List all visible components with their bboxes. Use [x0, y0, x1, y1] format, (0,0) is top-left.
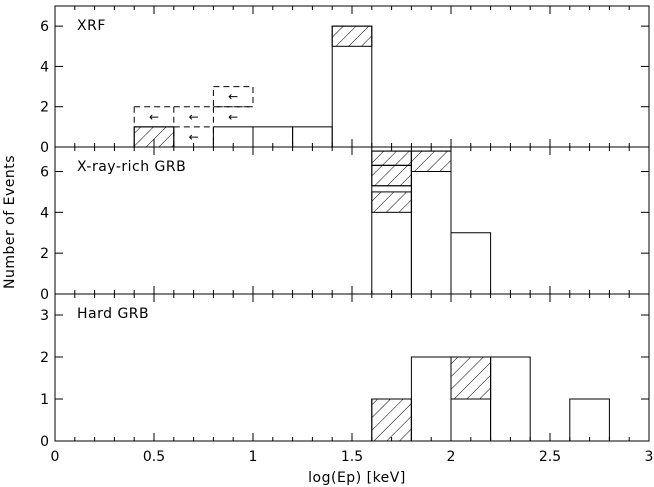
y-tick-label: 6	[40, 19, 49, 35]
x-tick-label: 2	[447, 449, 456, 465]
x-tick-label: 2.5	[539, 449, 561, 465]
hatched-bin	[371, 398, 412, 442]
y-tick-label: 3	[40, 308, 49, 324]
y-tick-label: 6	[40, 165, 49, 181]
hatched-bin	[371, 164, 412, 187]
upper-limit-arrow: ←	[149, 110, 159, 124]
x-tick-label: 3	[645, 449, 654, 465]
hatched-bin	[331, 25, 373, 47]
y-tick-label: 0	[40, 140, 49, 156]
hatched-bin	[410, 150, 452, 172]
x-tick-label: 1	[249, 449, 258, 465]
y-tick-label: 2	[40, 350, 49, 366]
y-tick-label: 2	[40, 246, 49, 262]
y-axis-label: Number of Events	[2, 155, 18, 289]
x-tick-label: 1.5	[341, 449, 363, 465]
histogram-bar	[450, 232, 492, 295]
hatched-bin	[450, 356, 492, 400]
y-tick-label: 4	[40, 59, 49, 75]
y-tick-label: 1	[40, 392, 49, 408]
panel-label: XRF	[77, 18, 106, 34]
hatched-bin	[371, 191, 412, 213]
y-tick-label: 0	[40, 434, 49, 450]
upper-limit-arrow: ←	[228, 110, 238, 124]
histogram-bar	[410, 356, 452, 442]
histogram-bar	[410, 150, 452, 295]
panel-3: 0 1 2 3 Hard GRB	[40, 293, 650, 450]
histogram-bar	[569, 398, 610, 442]
x-axis-label: log(Ep) [keV]	[308, 470, 406, 486]
upper-limit-arrow: ←	[228, 90, 238, 104]
panel-label: Hard GRB	[77, 306, 149, 322]
y-tick-label: 0	[40, 287, 49, 303]
upper-limit-arrow: ←	[189, 130, 199, 144]
upper-limit-arrow: ←	[189, 110, 199, 124]
histogram-bar	[490, 356, 531, 442]
hatched-bin	[371, 150, 412, 166]
y-tick-label: 2	[40, 100, 49, 116]
x-tick-label: 0.5	[143, 449, 165, 465]
panel-1: ← ← ← ← ← 0 2 4 6 XRF	[40, 5, 650, 156]
x-tick-label: 0	[51, 449, 60, 465]
y-tick-label: 4	[40, 205, 49, 221]
panel-2: 0 2 4 6 X-ray-rich GRB	[40, 146, 650, 303]
panel-label: X-ray-rich GRB	[77, 159, 186, 175]
